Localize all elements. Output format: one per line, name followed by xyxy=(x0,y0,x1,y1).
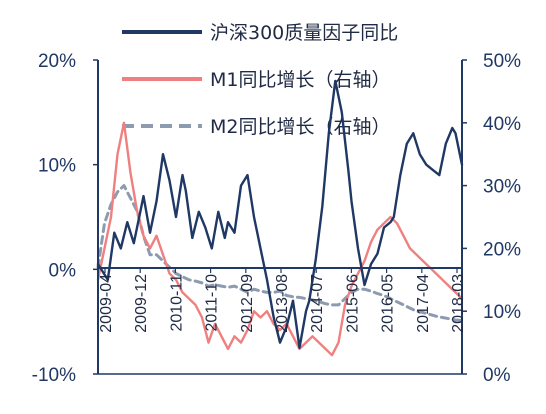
x-tick-label: 2010-11 xyxy=(168,274,185,332)
left-tick-label: -10% xyxy=(32,365,76,386)
x-tick-label: 2018-03 xyxy=(450,274,467,333)
legend: 沪深300质量因子同比 M1同比增长（右轴） M2同比增长（右轴） xyxy=(122,22,398,138)
series-lines xyxy=(96,79,464,357)
series-line-0 xyxy=(96,79,464,349)
left-tick-label: 0% xyxy=(49,260,77,281)
right-tick-label: 30% xyxy=(483,177,521,198)
legend-label-1: M1同比增长（右轴） xyxy=(210,69,390,91)
series-line-2 xyxy=(96,184,464,323)
x-tick-label: 2017-04 xyxy=(415,274,432,333)
left-tick-label: 10% xyxy=(38,156,76,177)
x-tick-label: 2009-12 xyxy=(133,274,150,333)
right-tick-label: 50% xyxy=(483,51,521,72)
x-tick-label: 2016-05 xyxy=(380,274,397,333)
right-tick-label: 20% xyxy=(483,239,521,260)
left-tick-label: 20% xyxy=(38,51,76,72)
x-tick-label: 2012-09 xyxy=(239,274,256,333)
legend-label-0: 沪深300质量因子同比 xyxy=(210,22,398,44)
right-tick-label: 40% xyxy=(483,114,521,135)
x-tick-label: 2014-07 xyxy=(309,274,326,333)
x-tick-label: 2015-06 xyxy=(344,274,361,333)
series-line-1 xyxy=(96,121,464,357)
right-tick-label: 0% xyxy=(483,365,511,386)
right-tick-label: 10% xyxy=(483,302,521,323)
x-tick-label: 2009-04 xyxy=(98,274,115,333)
axes xyxy=(93,59,467,375)
tick-labels: 20% 10% 0% -10% 50% 40% 30% 20% 10% 0% 2009-04 2009… xyxy=(32,51,521,386)
x-tick-label: 2013-08 xyxy=(274,274,291,333)
legend-label-2: M2同比增长（右轴） xyxy=(210,116,390,138)
x-tick-label: 2011-10 xyxy=(204,274,221,332)
